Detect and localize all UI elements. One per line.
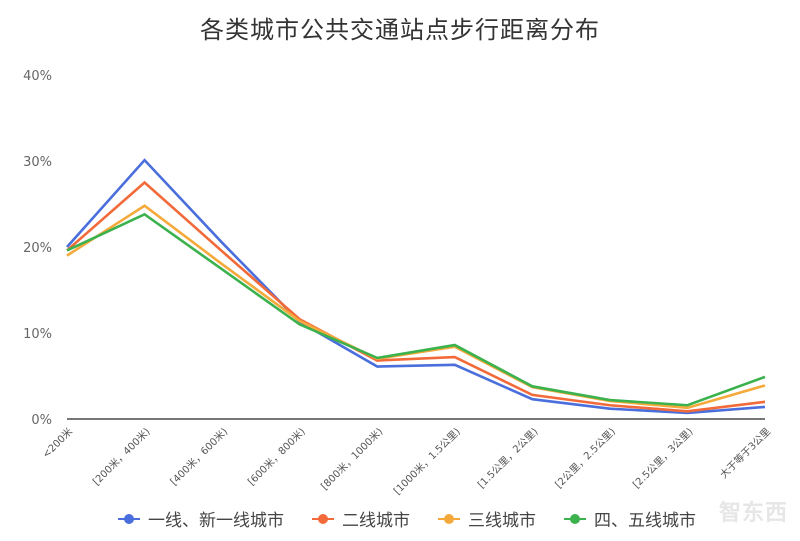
y-tick-label: 10% xyxy=(23,327,52,342)
y-tick-label: 20% xyxy=(23,241,52,256)
legend-marker-icon xyxy=(312,513,334,525)
x-tick-label: <200米 xyxy=(39,425,75,461)
y-axis-labels: 0% 10% 20% 30% 40% xyxy=(23,69,52,428)
x-tick-label: [200米，400米) xyxy=(90,425,153,488)
legend-label: 一线、新一线城市 xyxy=(148,511,284,531)
legend-item[interactable]: 二线城市 xyxy=(312,506,410,531)
x-axis-labels: <200米 [200米，400米) [400米，600米) [600米，800米) [8… xyxy=(39,425,773,497)
x-tick-label: [2.5公里，3公里) xyxy=(630,426,695,491)
x-tick-label: [600米，800米) xyxy=(245,425,308,488)
series-line xyxy=(66,180,766,413)
series-lines xyxy=(66,158,766,415)
legend-item[interactable]: 一线、新一线城市 xyxy=(118,506,284,531)
chart-title: 各类城市公共交通站点步行距离分布 xyxy=(200,16,600,44)
legend-marker-icon xyxy=(118,513,140,525)
x-tick-label: [800米，1000米) xyxy=(318,425,385,492)
series-line xyxy=(66,204,766,410)
y-tick-label: 0% xyxy=(31,413,52,428)
legend-label: 三线城市 xyxy=(468,511,536,531)
legend-item[interactable]: 四、五线城市 xyxy=(564,506,696,531)
x-tick-label: 大于等于3公里 xyxy=(717,425,773,481)
x-tick-label: [2公里，2.5公里) xyxy=(553,426,618,491)
legend-label: 二线城市 xyxy=(342,511,410,531)
legend-label: 四、五线城市 xyxy=(594,511,696,531)
legend-item[interactable]: 三线城市 xyxy=(438,506,536,531)
legend: 一线、新一线城市 二线城市 三线城市 四、五线城市 xyxy=(118,506,696,531)
watermark-logo: 智东西 xyxy=(718,501,788,526)
series-line xyxy=(66,158,766,415)
legend-marker-icon xyxy=(438,513,460,525)
y-tick-label: 40% xyxy=(23,69,52,84)
y-tick-label: 30% xyxy=(23,155,52,170)
series-line xyxy=(66,212,766,407)
x-tick-label: [1.5公里，2公里) xyxy=(475,426,540,491)
x-tick-label: [1000米，1.5公里) xyxy=(391,425,463,497)
x-tick-label: [400米，600米) xyxy=(167,425,230,488)
legend-marker-icon xyxy=(564,513,586,525)
